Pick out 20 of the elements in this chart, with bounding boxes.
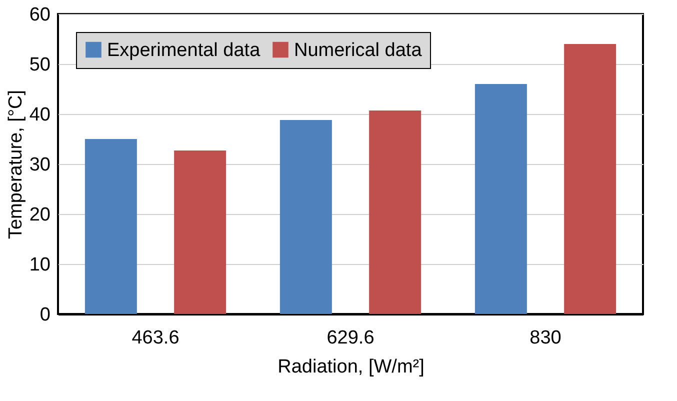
x-tick-label: 830 [530,328,562,348]
bar [564,44,616,314]
y-tick-label: 50 [29,54,50,76]
y-tick-label: 0 [40,304,50,326]
bar [474,84,527,314]
bar [84,139,137,314]
y-tick-label: 20 [29,204,50,226]
y-tick-label: 60 [29,4,50,26]
legend-label: Numerical data [294,40,422,61]
x-tick-label: 629.6 [326,328,374,348]
y-axis-title: Temperature, [°C] [5,90,26,240]
x-tick-label: 463.6 [132,328,180,348]
bar [369,110,422,314]
y-tick-label: 10 [29,254,50,276]
bar [174,150,226,314]
legend-label: Experimental data [107,40,261,61]
y-tick-label: 30 [29,154,50,176]
bar [280,120,332,314]
x-axis-title: Radiation, [W/m²] [278,356,424,378]
y-tick-label: 40 [29,104,50,126]
